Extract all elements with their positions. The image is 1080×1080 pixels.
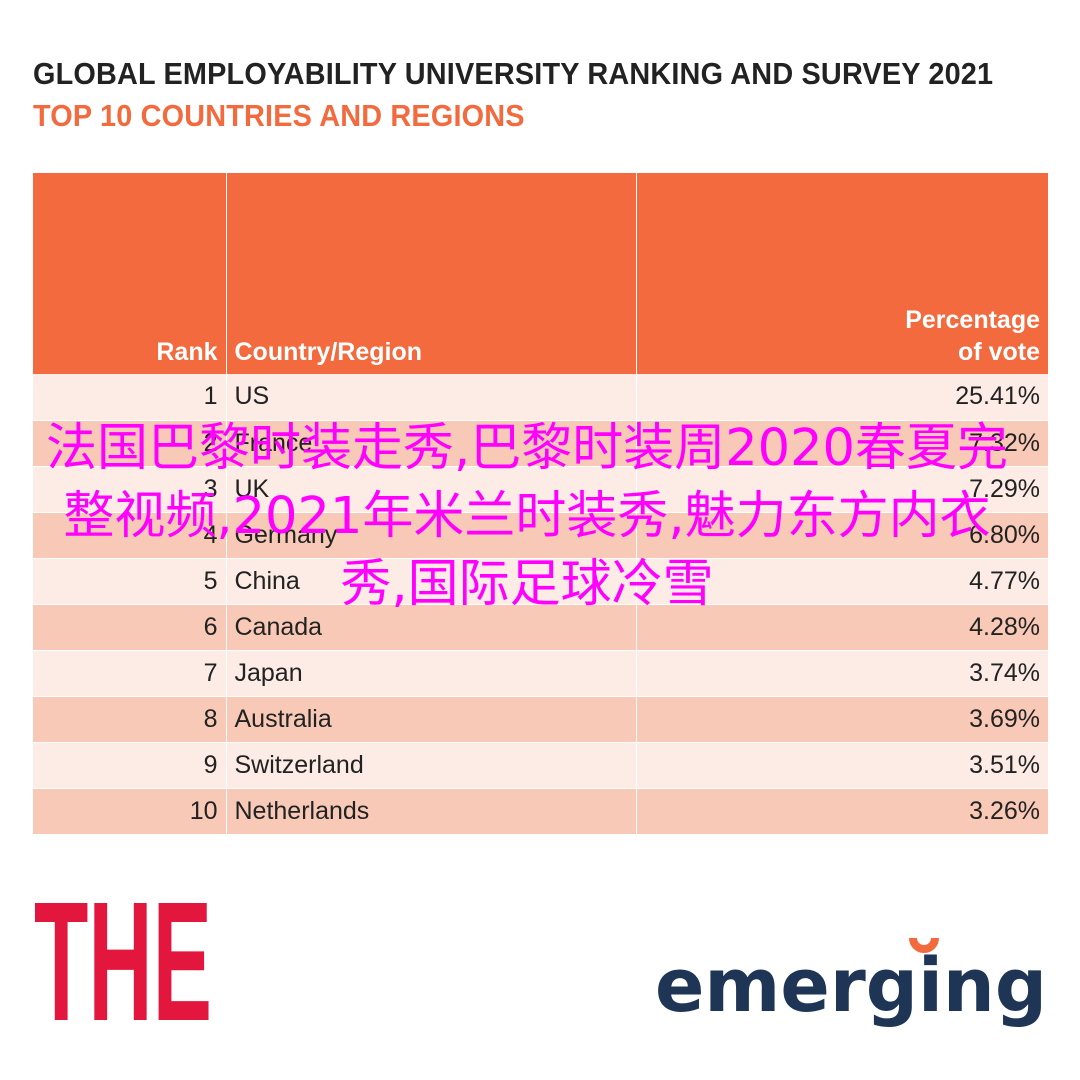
percentage-cell: 3.69%: [636, 696, 1048, 743]
country-cell: Netherlands: [226, 788, 637, 835]
country-cell: Canada: [226, 604, 637, 651]
table-row: 2 France 7.32%: [33, 420, 1048, 467]
rank-cell: 4: [33, 512, 227, 559]
percentage-cell: 4.28%: [636, 604, 1048, 651]
country-cell: UK: [226, 466, 637, 513]
table-row: 10 Netherlands 3.26%: [33, 788, 1048, 835]
percentage-cell: 7.32%: [636, 420, 1048, 467]
table-row: 9 Switzerland 3.51%: [33, 742, 1048, 789]
table-row: 7 Japan 3.74%: [33, 650, 1048, 697]
column-header-country: Country/Region: [226, 173, 637, 374]
rank-cell: 9: [33, 742, 227, 789]
table-row: 5 China 4.77%: [33, 558, 1048, 605]
rank-cell: 1: [33, 374, 227, 421]
column-header-percentage: Percentage of vote: [636, 173, 1048, 374]
table-row: 8 Australia 3.69%: [33, 696, 1048, 743]
emerging-logo-icon: emerging: [655, 937, 1047, 1029]
column-header-rank: Rank: [33, 173, 227, 374]
rank-cell: 3: [33, 466, 227, 513]
the-logo-icon: THE: [34, 880, 212, 1030]
rank-cell: 6: [33, 604, 227, 651]
svg-text:THE: THE: [34, 880, 212, 1030]
table-header-row: Rank Country/Region Percentage of vote: [33, 173, 1048, 374]
country-cell: Japan: [226, 650, 637, 697]
overlay-caption: 法国巴黎时装走秀,巴黎时装周2020春夏完整视频,2021年米兰时装秀,魅力东方…: [45, 419, 1008, 614]
ranking-table: Rank Country/Region Percentage of vote 1…: [33, 173, 1048, 835]
rank-cell: 7: [33, 650, 227, 697]
table-row: 4 Germany 6.80%: [33, 512, 1048, 559]
table-row: 3 UK 7.29%: [33, 466, 1048, 513]
table-body: 1 US 25.41% 2 France 7.32% 3 UK 7.29% 4 Germany 6.8…: [33, 374, 1048, 835]
percentage-cell: 6.80%: [636, 512, 1048, 559]
chart-title: GLOBAL EMPLOYABILITY UNIVERSITY RANKING …: [33, 56, 994, 91]
rank-cell: 10: [33, 788, 227, 835]
percentage-cell: 3.74%: [636, 650, 1048, 697]
country-cell: Australia: [226, 696, 637, 743]
country-cell: France: [226, 420, 637, 467]
percentage-cell: 3.26%: [636, 788, 1048, 835]
table-row: 1 US 25.41%: [33, 374, 1048, 421]
percentage-cell: 25.41%: [636, 374, 1048, 421]
percentage-cell: 7.29%: [636, 466, 1048, 513]
country-cell: Switzerland: [226, 742, 637, 789]
table-row: 6 Canada 4.28%: [33, 604, 1048, 651]
rank-cell: 8: [33, 696, 227, 743]
country-cell: Germany: [226, 512, 637, 559]
rank-cell: 5: [33, 558, 227, 605]
country-cell: US: [226, 374, 637, 421]
percentage-cell: 3.51%: [636, 742, 1048, 789]
country-cell: China: [226, 558, 637, 605]
chart-subtitle: TOP 10 COUNTRIES AND REGIONS: [33, 98, 525, 133]
rank-cell: 2: [33, 420, 227, 467]
emerging-smile-mark: [909, 937, 939, 953]
svg-text:emerging: emerging: [655, 943, 1047, 1029]
percentage-cell: 4.77%: [636, 558, 1048, 605]
